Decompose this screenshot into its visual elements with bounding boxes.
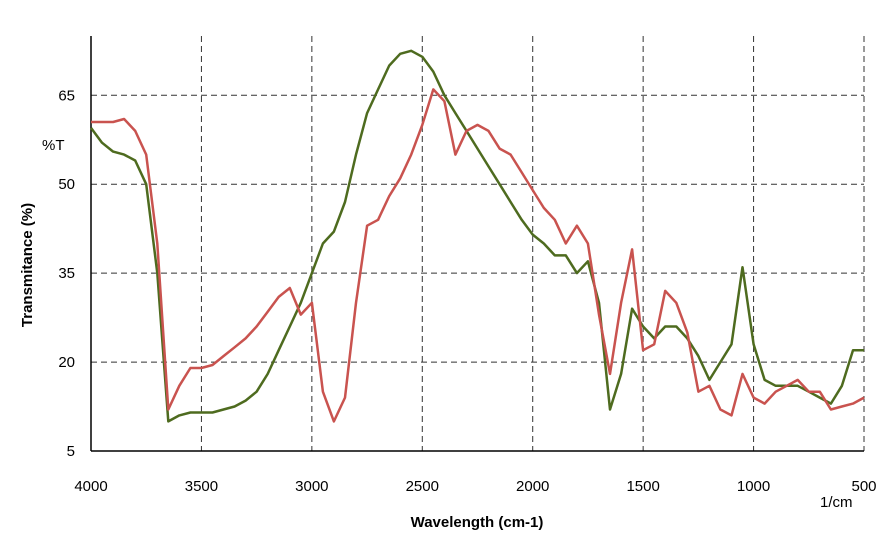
y-tick-label: 35 <box>58 265 75 282</box>
x-tick-label: 1000 <box>737 478 770 495</box>
annotation: %T <box>42 137 65 154</box>
y-tick-label: 5 <box>67 443 75 460</box>
x-tick-label: 3000 <box>295 478 328 495</box>
series-line <box>91 88 865 423</box>
x-tick-label: 3500 <box>185 478 218 495</box>
y-axis-label: Transmitance (%) <box>19 203 36 327</box>
x-axis-label: Wavelength (cm-1) <box>411 514 544 531</box>
y-tick-label: 20 <box>58 354 75 371</box>
x-tick-label: 2500 <box>406 478 439 495</box>
x-tick-label: 500 <box>851 478 876 495</box>
y-tick-label: 50 <box>58 176 75 193</box>
series-line <box>89 49 864 423</box>
annotation: 1/cm <box>820 494 853 511</box>
y-tick-label: 65 <box>58 87 75 104</box>
x-tick-label: 4000 <box>74 478 107 495</box>
x-tick-label: 2000 <box>516 478 549 495</box>
x-tick-label: 1500 <box>626 478 659 495</box>
